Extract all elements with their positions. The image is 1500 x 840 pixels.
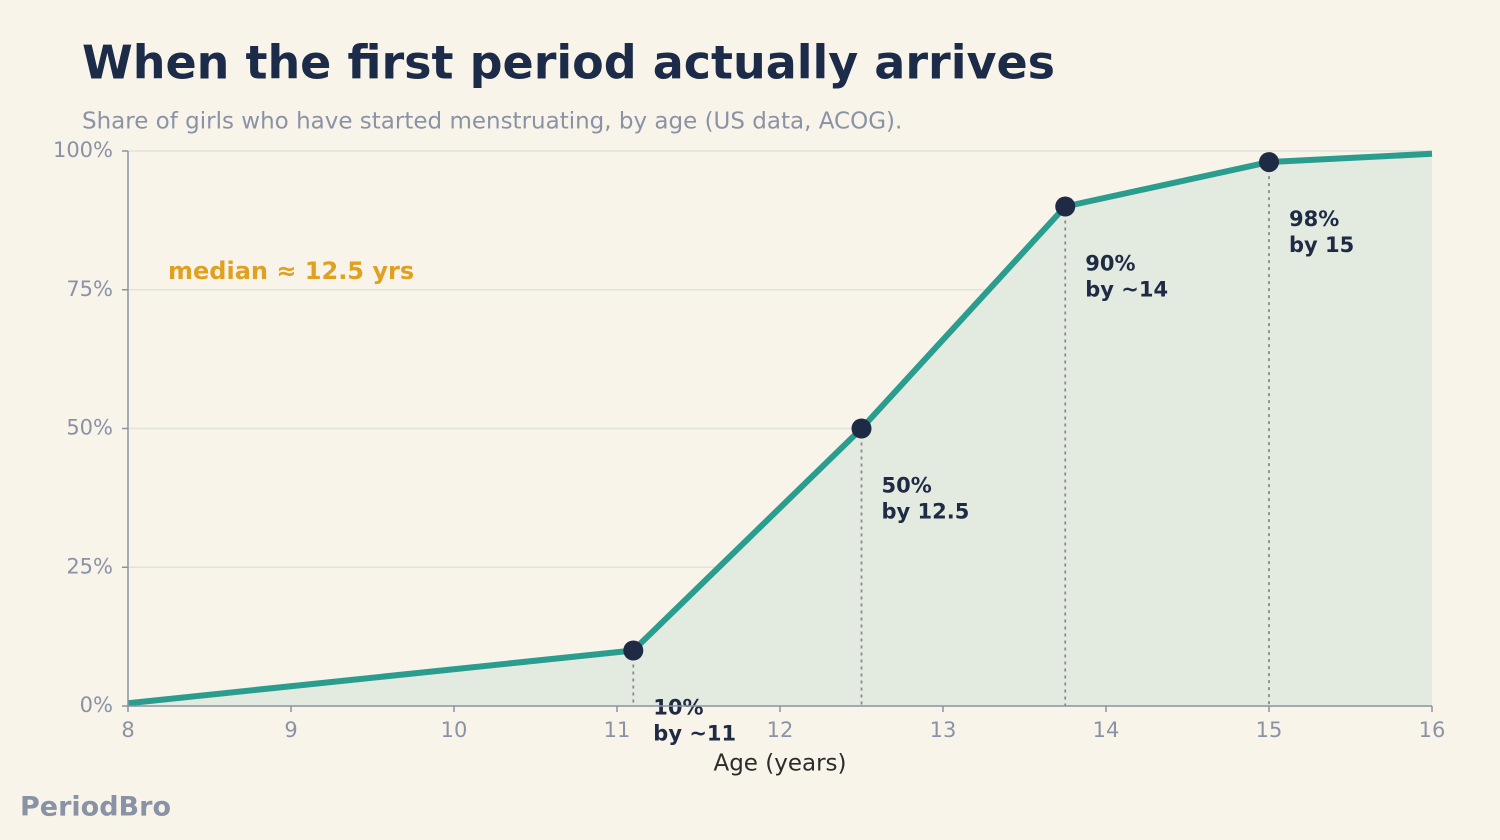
value-label: 90% bbox=[1085, 252, 1135, 276]
point-note: by ~14 bbox=[1085, 278, 1168, 302]
x-tick-label: 15 bbox=[1256, 718, 1283, 742]
chart-title: When the first period actually arrives bbox=[82, 36, 1055, 90]
x-tick-label: 10 bbox=[441, 718, 468, 742]
point-note: by 15 bbox=[1289, 233, 1354, 257]
marker bbox=[1055, 196, 1076, 217]
value-label: 98% bbox=[1289, 207, 1339, 231]
x-tick-label: 11 bbox=[604, 718, 631, 742]
annotation: median ≈ 12.5 yrs bbox=[168, 257, 414, 285]
chart-subtitle: Share of girls who have started menstrua… bbox=[82, 109, 902, 135]
y-tick-label: 0% bbox=[80, 693, 113, 717]
x-axis-label: Age (years) bbox=[713, 751, 846, 777]
y-tick-label: 50% bbox=[66, 416, 113, 440]
point-note: by ~11 bbox=[653, 722, 736, 746]
x-tick-label: 12 bbox=[767, 718, 794, 742]
area bbox=[128, 153, 1432, 706]
x-tick-label: 9 bbox=[284, 718, 297, 742]
y-tick-label: 25% bbox=[66, 554, 113, 578]
x-tick-label: 8 bbox=[121, 718, 134, 742]
marker bbox=[1259, 152, 1279, 173]
line bbox=[127, 150, 1433, 707]
point-note: by 12.5 bbox=[882, 500, 970, 524]
marker bbox=[623, 640, 644, 661]
x-tick-label: 14 bbox=[1093, 718, 1120, 742]
value-label: 10% bbox=[653, 696, 703, 720]
x-tick-label: 16 bbox=[1419, 718, 1446, 742]
y-tick-label: 75% bbox=[66, 277, 113, 301]
y-tick-label: 100% bbox=[53, 138, 113, 162]
x-tick-label: 13 bbox=[930, 718, 957, 742]
brand: PeriodBro bbox=[20, 792, 171, 823]
marker bbox=[851, 418, 872, 439]
value-label: 50% bbox=[882, 474, 932, 498]
